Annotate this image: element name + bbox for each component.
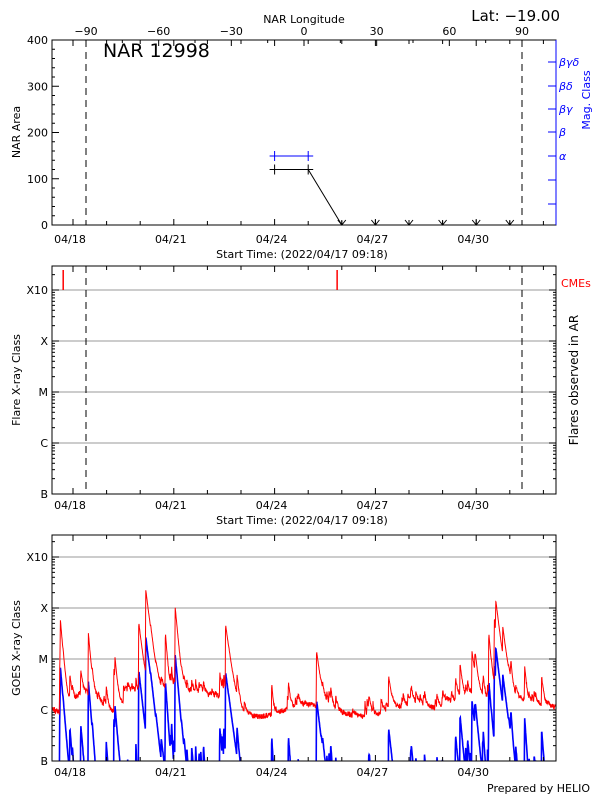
y-axis-label: NAR Area — [10, 106, 23, 158]
y2-axis-label: Flares observed in AR — [567, 315, 581, 445]
goes-short-series — [58, 637, 545, 761]
x-axis-label: Start Time: (2022/04/17 09:18) — [216, 248, 388, 261]
legend-cmes: CMEs — [561, 277, 591, 290]
y2-axis-label: Mag. Class — [580, 70, 593, 129]
area-point — [438, 219, 447, 226]
y-tick-label: C — [40, 704, 48, 717]
y-tick-label: 400 — [27, 34, 48, 47]
y-tick-label: M — [39, 653, 49, 666]
panel-flares: Flare X-ray Class Flares observed in AR … — [10, 265, 591, 527]
x2-tick-label: 30 — [370, 25, 384, 38]
plot-frame — [51, 265, 557, 495]
y-tick-label: 100 — [27, 173, 48, 186]
y-axis-label: GOES X-ray Class — [10, 600, 23, 696]
y-tick-label: 200 — [27, 127, 48, 140]
top-axis-label: NAR Longitude — [263, 13, 345, 26]
x-tick-label: 04/21 — [155, 233, 187, 246]
y-tick-label: X — [40, 602, 48, 615]
y2-tick-label: α — [559, 150, 567, 163]
area-point — [269, 164, 280, 175]
y2-tick-label: βγ — [558, 103, 573, 116]
plot-frame — [51, 39, 557, 226]
mag-class-point — [269, 151, 280, 161]
region-title: NAR 12998 — [103, 40, 210, 62]
area-point — [337, 219, 347, 226]
y-tick-label: B — [40, 755, 48, 768]
area-point — [404, 219, 414, 226]
area-series-line — [274, 169, 510, 226]
y-tick-label: X10 — [26, 551, 48, 564]
x-tick-label: 04/27 — [357, 766, 389, 779]
x-tick-label: 04/30 — [457, 233, 489, 246]
goes-long-series — [52, 590, 556, 720]
x-tick-label: 04/18 — [54, 766, 86, 779]
x-axis-label: Start Time: (2022/04/17 09:18) — [216, 514, 388, 527]
area-point — [371, 219, 380, 226]
x-tick-label: 04/24 — [256, 233, 288, 246]
x-tick-label: 04/30 — [457, 766, 489, 779]
x2-tick-label: 0 — [301, 25, 308, 38]
footer-credit: Prepared by HELIO — [487, 782, 590, 795]
x2-tick-label: 60 — [442, 25, 456, 38]
y2-tick-label: β — [558, 126, 566, 139]
y-tick-label: 300 — [27, 80, 48, 93]
x-tick-label: 04/24 — [256, 499, 288, 512]
y-tick-label: B — [40, 488, 48, 501]
x-tick-label: 04/30 — [457, 499, 489, 512]
latitude-label: Lat: −19.00 — [471, 7, 560, 25]
panel-nar-area: Lat: −19.00 NAR Longitude NAR 12998 NAR … — [10, 7, 593, 261]
area-point — [303, 164, 314, 175]
area-point — [471, 219, 481, 226]
y-tick-label: X10 — [26, 284, 48, 297]
x-tick-label: 04/18 — [54, 233, 86, 246]
y-tick-label: C — [40, 437, 48, 450]
area-point — [505, 219, 515, 226]
plot-frame — [51, 534, 557, 762]
y-tick-label: M — [39, 386, 49, 399]
x-tick-label: 04/21 — [155, 499, 187, 512]
x-tick-label: 04/27 — [357, 233, 389, 246]
x2-tick-label: −60 — [147, 25, 170, 38]
y-tick-label: 0 — [41, 219, 48, 232]
x-tick-label: 04/21 — [155, 766, 187, 779]
y2-tick-label: βδ — [558, 80, 573, 93]
x2-tick-label: −90 — [74, 25, 97, 38]
mag-class-point — [303, 151, 314, 161]
x2-tick-label: −30 — [220, 25, 243, 38]
y-axis-label: Flare X-ray Class — [10, 334, 23, 426]
x-tick-label: 04/18 — [54, 499, 86, 512]
y2-tick-label: βγδ — [558, 56, 580, 69]
x2-tick-label: 90 — [515, 25, 529, 38]
x-tick-label: 04/24 — [256, 766, 288, 779]
panel-goes: GOES X-ray Class Prepared by HELIO B C M X X… — [10, 534, 590, 795]
x-tick-label: 04/27 — [357, 499, 389, 512]
y-tick-label: X — [40, 335, 48, 348]
